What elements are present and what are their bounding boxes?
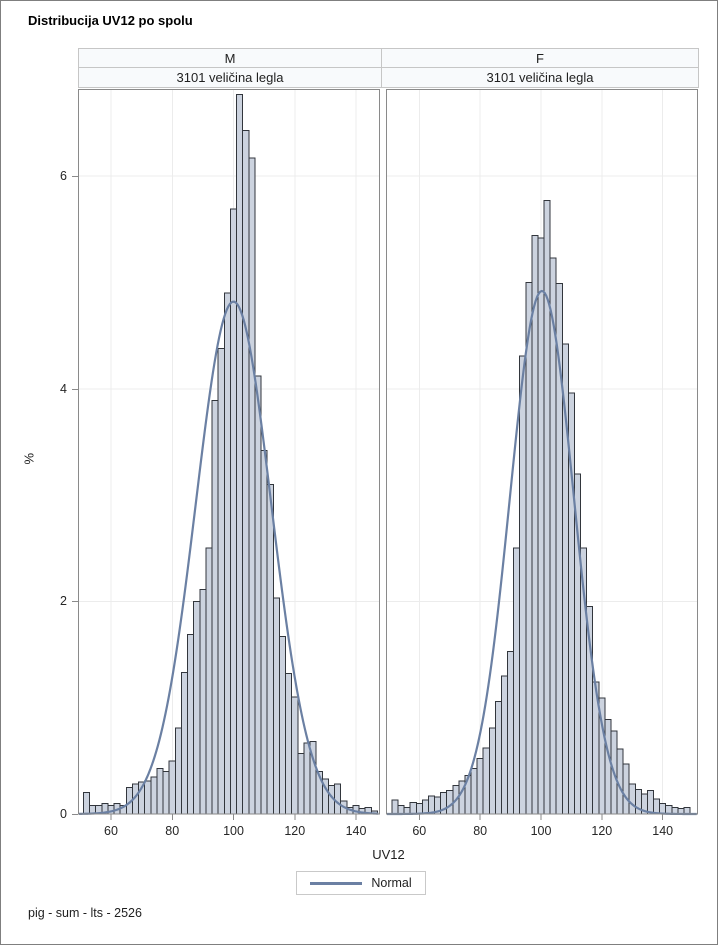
x-tick-label: 60 (104, 824, 118, 838)
histogram-bar (500, 675, 509, 815)
x-axis-title: UV12 (372, 847, 405, 862)
x-tick-label: 60 (412, 824, 426, 838)
plot-wall (78, 89, 380, 815)
histogram-bar (531, 235, 539, 815)
histogram-bar (144, 780, 152, 815)
histogram-bar (174, 727, 182, 815)
panel-header-m: M (78, 48, 382, 68)
x-tick-label: 120 (591, 824, 612, 838)
legend-line-sample (310, 881, 363, 885)
histogram-bar (199, 589, 207, 815)
histogram-bar (525, 281, 533, 815)
y-tick-mark (72, 601, 78, 603)
histogram-bar (537, 237, 545, 815)
histogram-bar (604, 718, 612, 815)
y-axis-title: % (21, 452, 37, 465)
histogram-bar (242, 129, 250, 815)
panel-subheader-f: 3101 veličina legla (381, 67, 699, 88)
histogram-bar (476, 758, 484, 815)
histogram-bar (334, 783, 342, 815)
histogram-bar (278, 635, 287, 815)
histogram-bar (513, 547, 521, 815)
histogram-bar (415, 802, 423, 815)
x-tick-label: 80 (165, 824, 179, 838)
histogram-bar (150, 776, 158, 815)
x-tick-label: 100 (223, 824, 244, 838)
x-tick-label: 140 (652, 824, 673, 838)
x-tick-label: 100 (531, 824, 552, 838)
x-tick-label: 140 (346, 824, 367, 838)
histogram-bar (236, 93, 244, 815)
histogram-bar (272, 597, 280, 815)
x-tick-label: 120 (284, 824, 305, 838)
histogram-bar (494, 700, 502, 815)
histogram-bar (260, 449, 268, 815)
histogram-bar (156, 767, 164, 815)
histogram-bar (646, 790, 655, 815)
panel-header-f: F (381, 48, 699, 68)
histogram-bar (223, 292, 231, 815)
y-tick-label: 2 (60, 594, 67, 609)
histogram-bar (248, 157, 256, 815)
histogram-panel-f: 60 80 100 120 140 (386, 89, 698, 838)
histogram-panel-m: 60 80 100 120 140 (78, 89, 380, 838)
chart-title: Distribucija UV12 po spolu (28, 13, 193, 28)
histogram-bar (266, 483, 274, 815)
histogram-bar (507, 650, 515, 815)
y-tick-label: 6 (60, 169, 67, 184)
histogram-bar (211, 399, 219, 815)
y-tick-label: 4 (60, 381, 67, 396)
histogram-bar (291, 696, 299, 815)
histogram-bar (217, 347, 225, 815)
histogram-bar (653, 798, 661, 815)
histogram-bar (205, 547, 213, 815)
y-tick-mark (72, 814, 78, 815)
histogram-bar (162, 770, 170, 815)
histogram-bar (297, 752, 305, 815)
histogram-bar (628, 783, 636, 815)
histogram-bar (397, 804, 405, 815)
histogram-bar (187, 633, 195, 815)
histogram-bar (482, 747, 490, 815)
normal-curve (387, 289, 697, 816)
normal-curve-legend: Normal (296, 871, 426, 895)
histogram-bar (229, 208, 238, 815)
footnote: pig - sum - lts - 2526 (28, 906, 142, 920)
histogram-bar (470, 767, 478, 815)
histogram-bar (622, 763, 630, 815)
y-tick-mark (72, 176, 78, 178)
histogram-bar (519, 355, 527, 815)
histogram-bar (82, 792, 91, 815)
histogram-bar (446, 790, 454, 815)
legend-label: Normal (371, 876, 412, 890)
normal-curve (78, 300, 379, 815)
panel-subheader-m: 3101 veličina legla (78, 67, 382, 88)
y-tick-mark (72, 388, 78, 390)
histogram-bar (285, 673, 293, 815)
histogram-bar (254, 375, 262, 815)
plot-wall (386, 89, 698, 815)
histogram-bar (409, 801, 417, 815)
histogram-bar (180, 672, 189, 815)
histogram-bar (168, 760, 176, 815)
y-tick-label: 0 (60, 807, 67, 821)
histogram-bar (193, 600, 201, 815)
histogram-bar (421, 799, 429, 815)
x-tick-label: 80 (473, 824, 487, 838)
histogram-bar (391, 799, 399, 815)
histogram-bar (488, 727, 496, 815)
histogram-bar (303, 742, 311, 815)
